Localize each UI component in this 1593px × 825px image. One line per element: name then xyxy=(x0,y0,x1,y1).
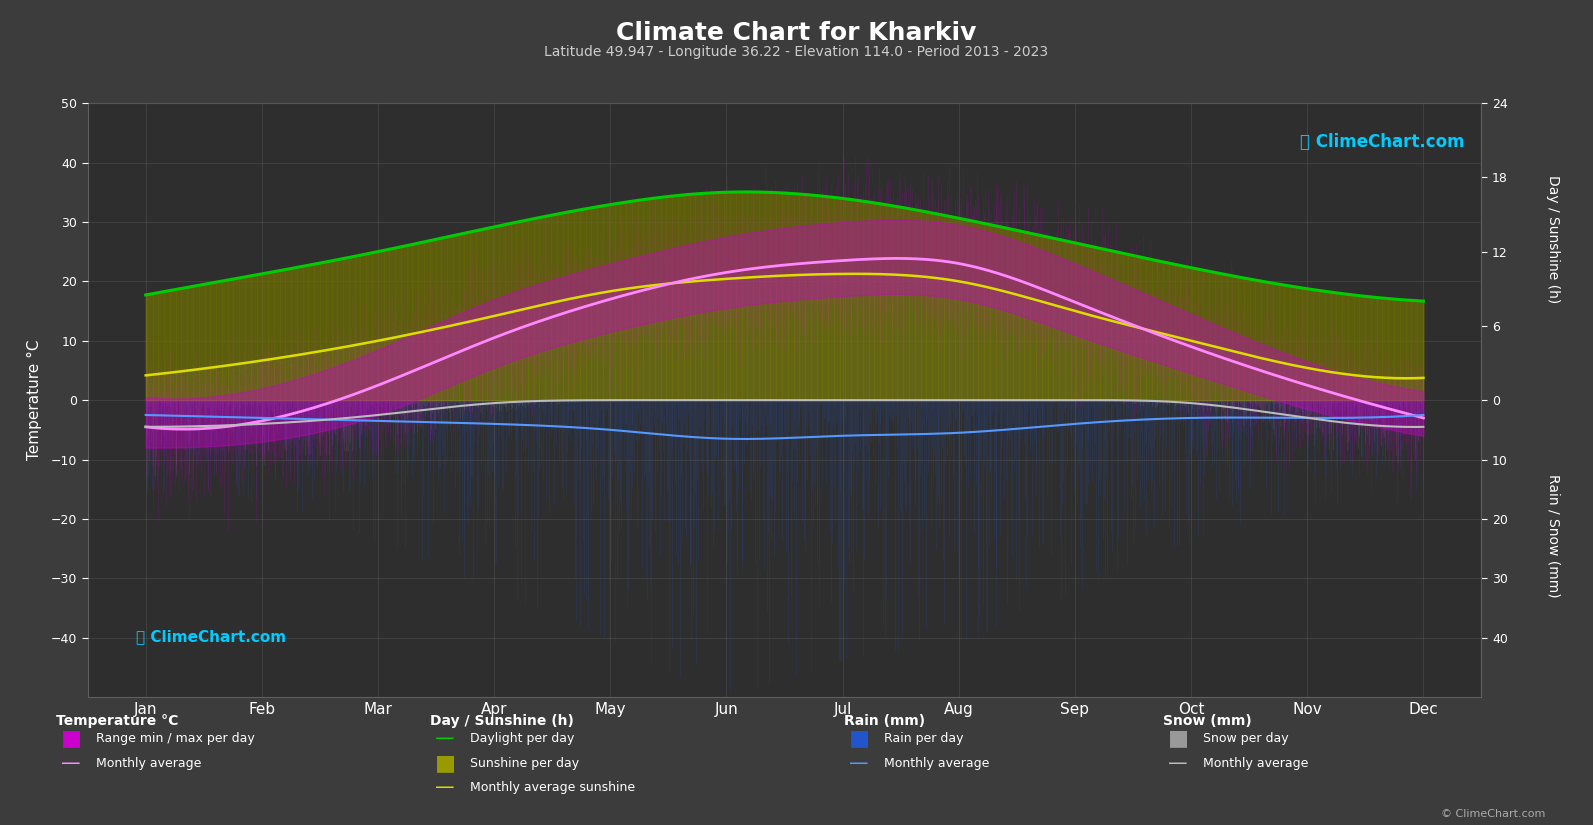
Text: ■: ■ xyxy=(61,728,81,748)
Text: ■: ■ xyxy=(1168,728,1188,748)
Text: Sunshine per day: Sunshine per day xyxy=(470,757,580,770)
Text: —: — xyxy=(61,753,80,773)
Text: Daylight per day: Daylight per day xyxy=(470,732,575,745)
Text: —: — xyxy=(435,728,454,748)
Text: Day / Sunshine (h): Day / Sunshine (h) xyxy=(1547,175,1560,304)
Text: ■: ■ xyxy=(849,728,870,748)
Text: 🌍 ClimeChart.com: 🌍 ClimeChart.com xyxy=(137,629,287,644)
Text: Rain (mm): Rain (mm) xyxy=(844,714,926,728)
Text: © ClimeChart.com: © ClimeChart.com xyxy=(1440,808,1545,818)
Y-axis label: Temperature °C: Temperature °C xyxy=(27,340,43,460)
Text: —: — xyxy=(435,778,454,798)
Text: Monthly average: Monthly average xyxy=(884,757,989,770)
Text: Monthly average: Monthly average xyxy=(96,757,201,770)
Text: Rain / Snow (mm): Rain / Snow (mm) xyxy=(1547,474,1560,598)
Text: Range min / max per day: Range min / max per day xyxy=(96,732,255,745)
Text: Day / Sunshine (h): Day / Sunshine (h) xyxy=(430,714,573,728)
Text: Temperature °C: Temperature °C xyxy=(56,714,178,728)
Text: Monthly average sunshine: Monthly average sunshine xyxy=(470,781,636,794)
Text: —: — xyxy=(849,753,868,773)
Text: Rain per day: Rain per day xyxy=(884,732,964,745)
Text: —: — xyxy=(1168,753,1187,773)
Text: Climate Chart for Kharkiv: Climate Chart for Kharkiv xyxy=(616,21,977,45)
Text: 🌍 ClimeChart.com: 🌍 ClimeChart.com xyxy=(1300,133,1466,151)
Text: Monthly average: Monthly average xyxy=(1203,757,1308,770)
Text: Snow per day: Snow per day xyxy=(1203,732,1289,745)
Text: ■: ■ xyxy=(435,753,456,773)
Text: Snow (mm): Snow (mm) xyxy=(1163,714,1252,728)
Text: Latitude 49.947 - Longitude 36.22 - Elevation 114.0 - Period 2013 - 2023: Latitude 49.947 - Longitude 36.22 - Elev… xyxy=(545,45,1048,59)
